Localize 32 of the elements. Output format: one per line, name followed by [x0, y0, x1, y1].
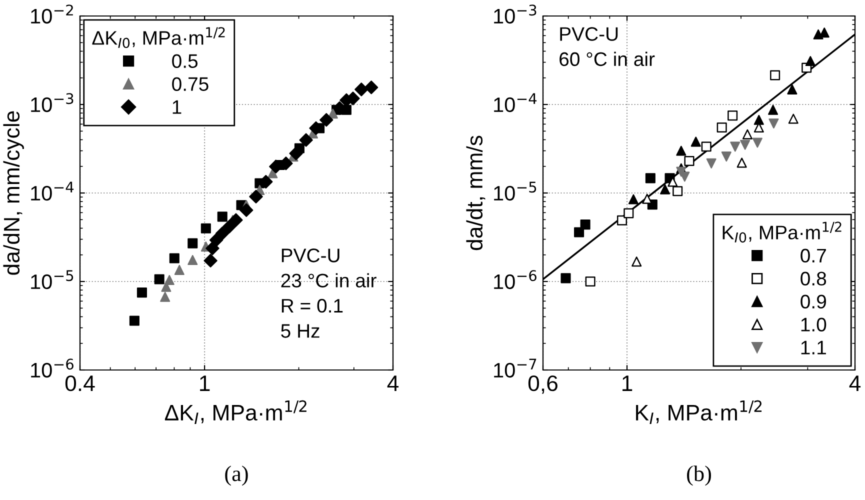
y-axis-title: da/dN, mm/cycle	[3, 111, 24, 275]
legend-label: 1	[172, 100, 182, 114]
y-tick-label: 10$^{−4}$	[31, 182, 74, 201]
legend-title: ΔK$_{I0}$, MPa·m$^{1/2}$	[92, 27, 225, 48]
y-tick-label: 10$^{−2}$	[31, 4, 73, 24]
y-tick-label: 10$^{−3}$	[494, 4, 536, 24]
legend-title: K$_{I0}$, MPa·m$^{1/2}$	[722, 222, 842, 243]
x-tick-label: 1	[200, 376, 210, 391]
y-tick-label: 10$^{−5}$	[494, 182, 536, 201]
y-tick-label: 10$^{−4}$	[494, 93, 537, 112]
legend-label: 0.8	[800, 272, 826, 286]
x-tick-label: 1	[622, 376, 632, 391]
y-axis-title: da/dt, mm/s	[466, 136, 486, 250]
legend-label: 0.7	[800, 248, 826, 263]
y-tick-label: 10$^{−3}$	[31, 93, 74, 112]
y-tick-label: 10$^{−6}$	[494, 270, 536, 290]
text: (a)	[225, 466, 248, 486]
legend-label: 1.1	[801, 340, 826, 354]
x-axis-title: ΔK$_{I}$, MPa·m$^{1/2}$	[164, 400, 306, 424]
legend-label: 0.9	[800, 294, 826, 309]
legend-label: 0.75	[172, 77, 208, 91]
x-tick-label: 4	[387, 376, 399, 391]
x-tick-label: 0.4	[65, 375, 95, 392]
x-tick-label: 4	[849, 376, 861, 391]
x-axis-title: K$_{I}$, MPa·m$^{1/2}$	[636, 400, 762, 424]
text: (b)	[687, 466, 711, 486]
x-tick-label: 0,6	[528, 375, 558, 394]
legend-label: 0.5	[172, 54, 198, 68]
legend-label: 1.0	[801, 318, 826, 332]
y-tick-label: 10$^{−5}$	[31, 270, 74, 290]
annotation: PVC-U 60 °C in air	[560, 27, 655, 66]
annotation: PVC-U 23 °C in air R = 0.1 5 Hz	[281, 248, 376, 338]
